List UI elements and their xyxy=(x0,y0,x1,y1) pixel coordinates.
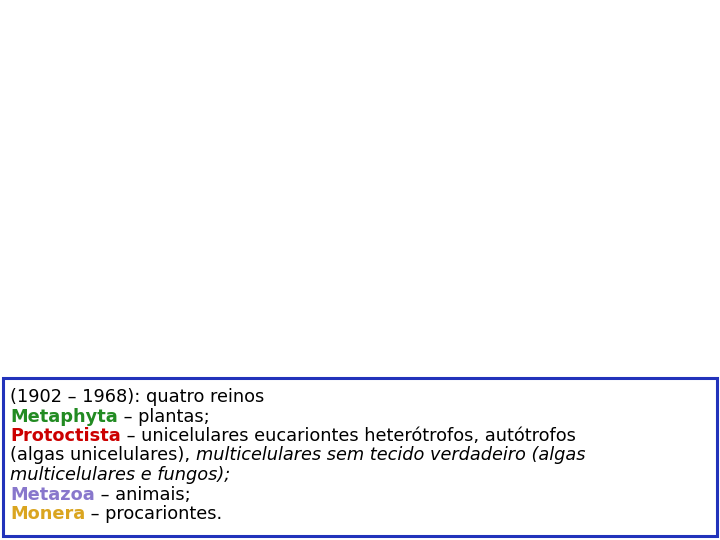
Text: – unicelulares eucariontes heterótrofos, autótrofos: – unicelulares eucariontes heterótrofos,… xyxy=(121,427,575,445)
Text: – plantas;: – plantas; xyxy=(118,408,210,426)
Text: multicelulares sem tecido verdadeiro (algas: multicelulares sem tecido verdadeiro (al… xyxy=(196,447,585,464)
FancyBboxPatch shape xyxy=(3,378,717,536)
Text: – procariontes.: – procariontes. xyxy=(85,505,222,523)
Text: (algas unicelulares),: (algas unicelulares), xyxy=(10,447,196,464)
Text: Protoctista: Protoctista xyxy=(10,427,121,445)
Text: Metazoa: Metazoa xyxy=(10,485,95,503)
Text: multicelulares e fungos);: multicelulares e fungos); xyxy=(10,466,230,484)
Text: (1902 – 1968): quatro reinos: (1902 – 1968): quatro reinos xyxy=(10,388,264,406)
Text: Metaphyta: Metaphyta xyxy=(10,408,118,426)
Text: – animais;: – animais; xyxy=(95,485,191,503)
Text: Monera: Monera xyxy=(10,505,85,523)
